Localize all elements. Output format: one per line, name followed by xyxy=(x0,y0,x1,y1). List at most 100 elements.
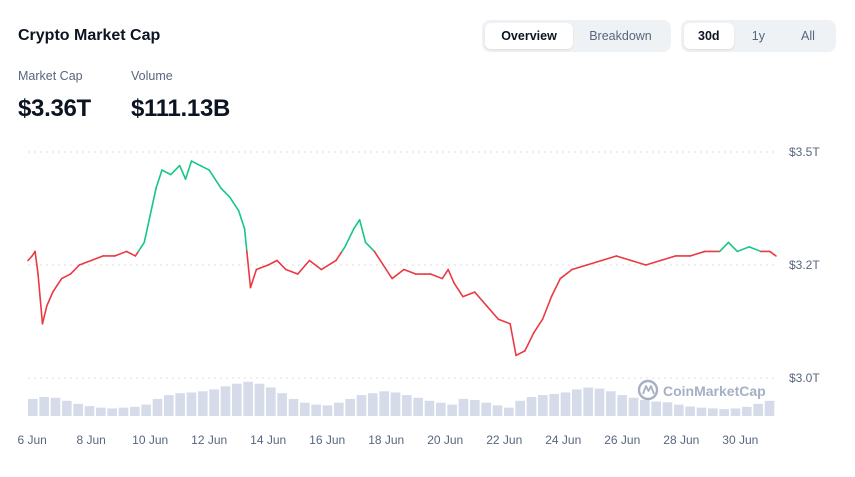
price-segment-up xyxy=(184,160,193,180)
volume-bar xyxy=(447,404,457,416)
x-tick-label: 12 Jun xyxy=(191,433,227,447)
volume-bar xyxy=(28,398,38,416)
price-segment-down xyxy=(90,255,104,262)
volume-bar xyxy=(243,381,253,416)
price-segment-down xyxy=(320,259,337,271)
volume-bar xyxy=(662,402,673,416)
x-tick-label: 16 Jun xyxy=(309,433,345,447)
x-tick-label: 18 Jun xyxy=(368,433,404,447)
price-segment-down xyxy=(429,273,444,280)
price-segment-down xyxy=(689,250,706,257)
price-segment-down xyxy=(515,350,526,357)
price-segment-up xyxy=(214,178,222,189)
volume-bar xyxy=(186,392,197,416)
x-tick-label: 10 Jun xyxy=(132,433,168,447)
volume-bar xyxy=(311,404,321,416)
volume-bar xyxy=(651,401,661,416)
price-segment-down xyxy=(453,282,464,298)
price-segment-down xyxy=(497,318,511,325)
volume-bar xyxy=(458,398,469,416)
chart-grid xyxy=(28,151,776,379)
price-segment-down xyxy=(41,304,48,325)
volume-bar xyxy=(107,408,117,416)
price-segment-down xyxy=(462,291,476,298)
price-segment-down xyxy=(586,259,603,266)
watermark-text: CoinMarketCap xyxy=(663,383,766,399)
volume-bar xyxy=(356,395,367,416)
x-tick-label: 14 Jun xyxy=(250,433,286,447)
price-segment-down xyxy=(246,250,252,289)
range-1y-button[interactable]: 1y xyxy=(751,29,765,43)
volume-bar xyxy=(345,398,355,416)
volume-bar xyxy=(39,397,49,416)
price-segment-up xyxy=(170,164,181,176)
x-tick-label: 24 Jun xyxy=(545,433,581,447)
price-segment-up xyxy=(220,187,231,198)
price-segment-up xyxy=(718,241,730,253)
price-segment-up xyxy=(243,228,248,253)
price-segment-down xyxy=(524,331,535,352)
page-title: Crypto Market Cap xyxy=(18,27,161,44)
volume-bar xyxy=(288,398,299,416)
volume-bar xyxy=(640,400,650,416)
coinmarketcap-logo-icon xyxy=(637,379,659,401)
volume-bar xyxy=(742,406,752,416)
price-segment-down xyxy=(285,268,299,275)
price-segment-down xyxy=(308,259,323,271)
volume-bar xyxy=(96,407,106,416)
x-tick-label: 26 Jun xyxy=(604,433,640,447)
price-segment-down xyxy=(125,250,137,257)
price-segment-down xyxy=(373,250,385,266)
volume-bar xyxy=(413,397,423,416)
price-segment-down xyxy=(447,268,455,284)
tab-overview[interactable]: Overview xyxy=(485,23,573,49)
volume-bar xyxy=(594,388,605,416)
volume-bar xyxy=(334,402,344,416)
price-segment-up xyxy=(229,196,240,212)
price-segment-up xyxy=(199,164,210,171)
volume-bar xyxy=(470,400,480,416)
volume-bar xyxy=(526,397,537,416)
x-tick-label: 22 Jun xyxy=(486,433,522,447)
view-toggle: Overview Breakdown xyxy=(482,20,671,52)
price-segment-up xyxy=(344,228,355,248)
price-segment-down xyxy=(46,291,54,307)
price-segment-up xyxy=(237,209,246,230)
y-tick-label: $3.0T xyxy=(789,371,820,385)
price-segment-down xyxy=(27,255,33,262)
range-30d-button[interactable]: 30d xyxy=(684,23,734,49)
x-tick-label: 20 Jun xyxy=(427,433,463,447)
price-segment-down xyxy=(600,255,618,262)
price-segment-down xyxy=(571,264,588,271)
volume-bar xyxy=(436,402,446,416)
volume-bar xyxy=(424,400,435,416)
price-segment-up xyxy=(208,169,216,180)
volume-bar xyxy=(266,387,276,416)
tab-breakdown[interactable]: Breakdown xyxy=(589,29,652,43)
watermark: CoinMarketCap xyxy=(637,379,766,401)
price-segment-down xyxy=(69,264,81,275)
range-all-button[interactable]: All xyxy=(801,29,815,43)
market-cap-value: $3.36T xyxy=(18,95,91,122)
volume-bar xyxy=(617,395,627,416)
price-segment-down xyxy=(255,264,269,271)
price-segment-up xyxy=(352,219,361,230)
y-axis: $3.5T $3.2T $3.0T xyxy=(789,145,820,385)
price-segment-up xyxy=(190,160,202,167)
price-segment-up xyxy=(137,241,146,253)
volume-bar xyxy=(322,405,333,416)
price-segment-down xyxy=(473,291,488,307)
price-segment-down xyxy=(249,268,258,289)
volume-bar xyxy=(764,400,775,416)
price-segment-down xyxy=(509,322,517,357)
volume-bar xyxy=(141,404,151,416)
price-line xyxy=(27,160,777,357)
volume-bar xyxy=(481,402,491,416)
volume-bar xyxy=(719,409,729,416)
volume-bar xyxy=(254,383,265,416)
volume-bar xyxy=(674,404,684,416)
price-segment-down xyxy=(134,250,140,257)
price-segment-up xyxy=(736,246,750,253)
volume-bar xyxy=(696,407,707,416)
